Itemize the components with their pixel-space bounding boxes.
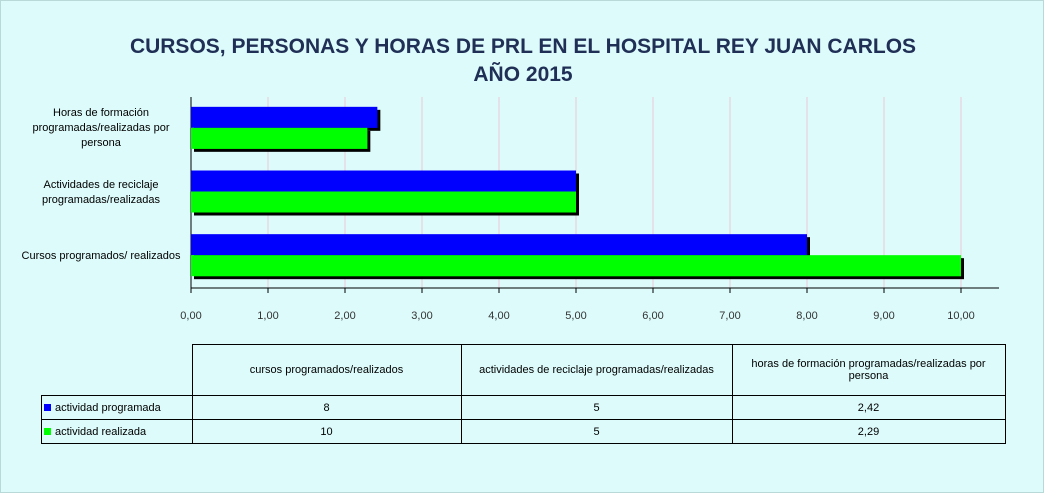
x-tick-label: 2,00 (334, 310, 356, 322)
x-tick-label: 6,00 (642, 310, 664, 322)
data-table: cursos programados/realizados actividades… (41, 344, 1006, 444)
bar (191, 106, 378, 128)
x-tick-label: 0,00 (180, 310, 202, 322)
legend-cell: actividad realizada (41, 419, 193, 444)
y-tick-label: Horas de formación programadas/realizada… (32, 107, 170, 150)
table-header: cursos programados/realizados (191, 344, 462, 396)
bar (191, 191, 576, 213)
bar (191, 127, 368, 149)
table-header: actividades de reciclaje programadas/rea… (460, 344, 733, 396)
x-tick-label: 3,00 (411, 310, 433, 322)
x-tick-label: 7,00 (719, 310, 741, 322)
x-tick-label: 8,00 (796, 310, 818, 322)
x-tick-label: 1,00 (257, 310, 279, 322)
legend-label: actividad realizada (55, 425, 147, 438)
table-value: 8 (191, 395, 462, 420)
table-row: actividad realizada 10 5 2,29 (41, 419, 1006, 444)
legend-swatch (44, 403, 51, 411)
x-tick-label: 5,00 (565, 310, 587, 322)
legend-label: actividad programada (55, 401, 161, 414)
y-tick-label: Cursos programados/ realizados (21, 249, 181, 262)
table-value: 2,29 (731, 419, 1006, 444)
bar (191, 170, 576, 192)
chart-title: CURSOS, PERSONAS Y HORAS DE PRL EN EL HO… (129, 35, 917, 58)
legend-swatch (44, 427, 51, 435)
legend-cell: actividad programada (41, 395, 193, 420)
table-value: 10 (191, 419, 462, 444)
bar (191, 234, 807, 256)
x-tick-label: 9,00 (873, 310, 895, 322)
y-tick-label: Actividades de reciclaje programadas/rea… (41, 178, 160, 206)
table-header: horas de formación programadas/realizada… (731, 344, 1006, 396)
x-tick-label: 4,00 (488, 310, 510, 322)
bar (191, 255, 961, 277)
table-value: 5 (460, 395, 733, 420)
table-header-row: cursos programados/realizados actividades… (41, 344, 1006, 396)
table-row: actividad programada 8 5 2,42 (41, 395, 1006, 420)
table-value: 2,42 (731, 395, 1006, 420)
x-tick-label: 10,00 (947, 310, 975, 322)
table-value: 5 (460, 419, 733, 444)
chart-subtitle: AÑO 2015 (473, 63, 573, 86)
table-corner (41, 344, 193, 396)
